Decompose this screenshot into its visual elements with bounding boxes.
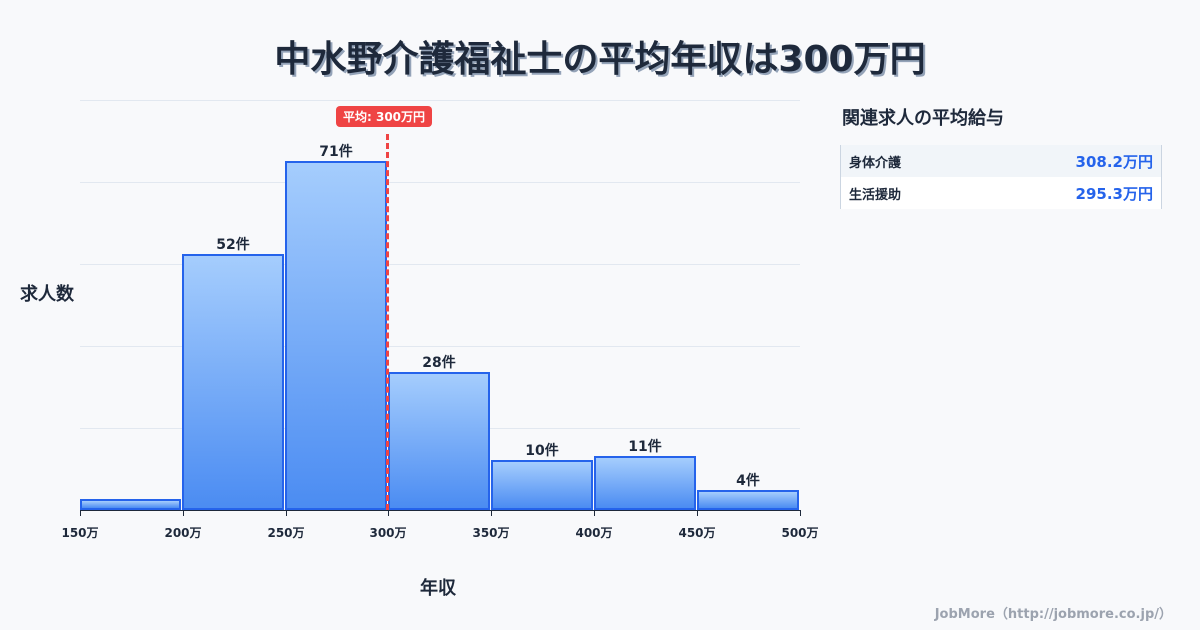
histogram-bar: 11件 <box>594 439 696 510</box>
x-tick <box>697 510 698 516</box>
x-tick-label: 300万 <box>369 526 407 540</box>
bar-value-label: 10件 <box>525 443 559 459</box>
x-tick-label: 200万 <box>164 526 202 540</box>
x-tick <box>800 510 801 516</box>
average-line <box>386 134 389 510</box>
x-tick <box>388 510 389 516</box>
job-type-salary: 308.2万円 <box>1075 152 1153 171</box>
gridline <box>80 264 800 265</box>
histogram-bar: 28件 <box>388 355 490 510</box>
x-tick <box>80 510 81 516</box>
x-tick <box>594 510 595 516</box>
related-salary-row: 生活援助 295.3万円 <box>841 177 1161 209</box>
x-axis <box>80 510 800 511</box>
histogram-bar: 52件 <box>182 237 284 510</box>
gridline <box>80 182 800 183</box>
histogram-bar: 71件 <box>285 144 387 510</box>
x-tick-label: 350万 <box>472 526 510 540</box>
gridline <box>80 346 800 347</box>
x-tick-label: 250万 <box>267 526 305 540</box>
histogram-bar: 10件 <box>491 443 593 510</box>
x-tick <box>491 510 492 516</box>
plot-area: 52件 71件 28件 10件 11件 4件 <box>80 100 800 510</box>
bar-value-label: 71件 <box>319 144 353 160</box>
job-type-name: 身体介護 <box>849 155 902 171</box>
bar-value-label: 4件 <box>736 473 760 489</box>
x-tick <box>183 510 184 516</box>
related-salary-title: 関連求人の平均給与 <box>842 108 1004 129</box>
x-tick-label: 450万 <box>678 526 716 540</box>
average-badge: 平均: 300万円 <box>336 106 433 127</box>
y-axis-label: 求人数 <box>20 284 74 305</box>
bar-value-label: 28件 <box>422 355 456 371</box>
x-tick-label: 400万 <box>575 526 613 540</box>
source-credit: JobMore（http://jobmore.co.jp/） <box>934 607 1172 622</box>
related-salary-row: 身体介護 308.2万円 <box>841 145 1161 177</box>
chart-title: 中水野介護福祉士の平均年収は300万円 <box>274 39 926 80</box>
job-type-name: 生活援助 <box>849 187 902 203</box>
x-tick-label: 500万 <box>781 526 819 540</box>
x-axis-label: 年収 <box>420 578 456 599</box>
gridline <box>80 100 800 101</box>
bar-value-label: 11件 <box>628 439 662 455</box>
x-tick <box>286 510 287 516</box>
histogram-bar <box>80 499 181 510</box>
x-tick-label: 150万 <box>61 526 99 540</box>
job-type-salary: 295.3万円 <box>1075 184 1153 203</box>
related-salary-table: 身体介護 308.2万円 生活援助 295.3万円 <box>840 145 1162 209</box>
bar-value-label: 52件 <box>216 237 250 253</box>
histogram-bar: 4件 <box>697 473 799 510</box>
